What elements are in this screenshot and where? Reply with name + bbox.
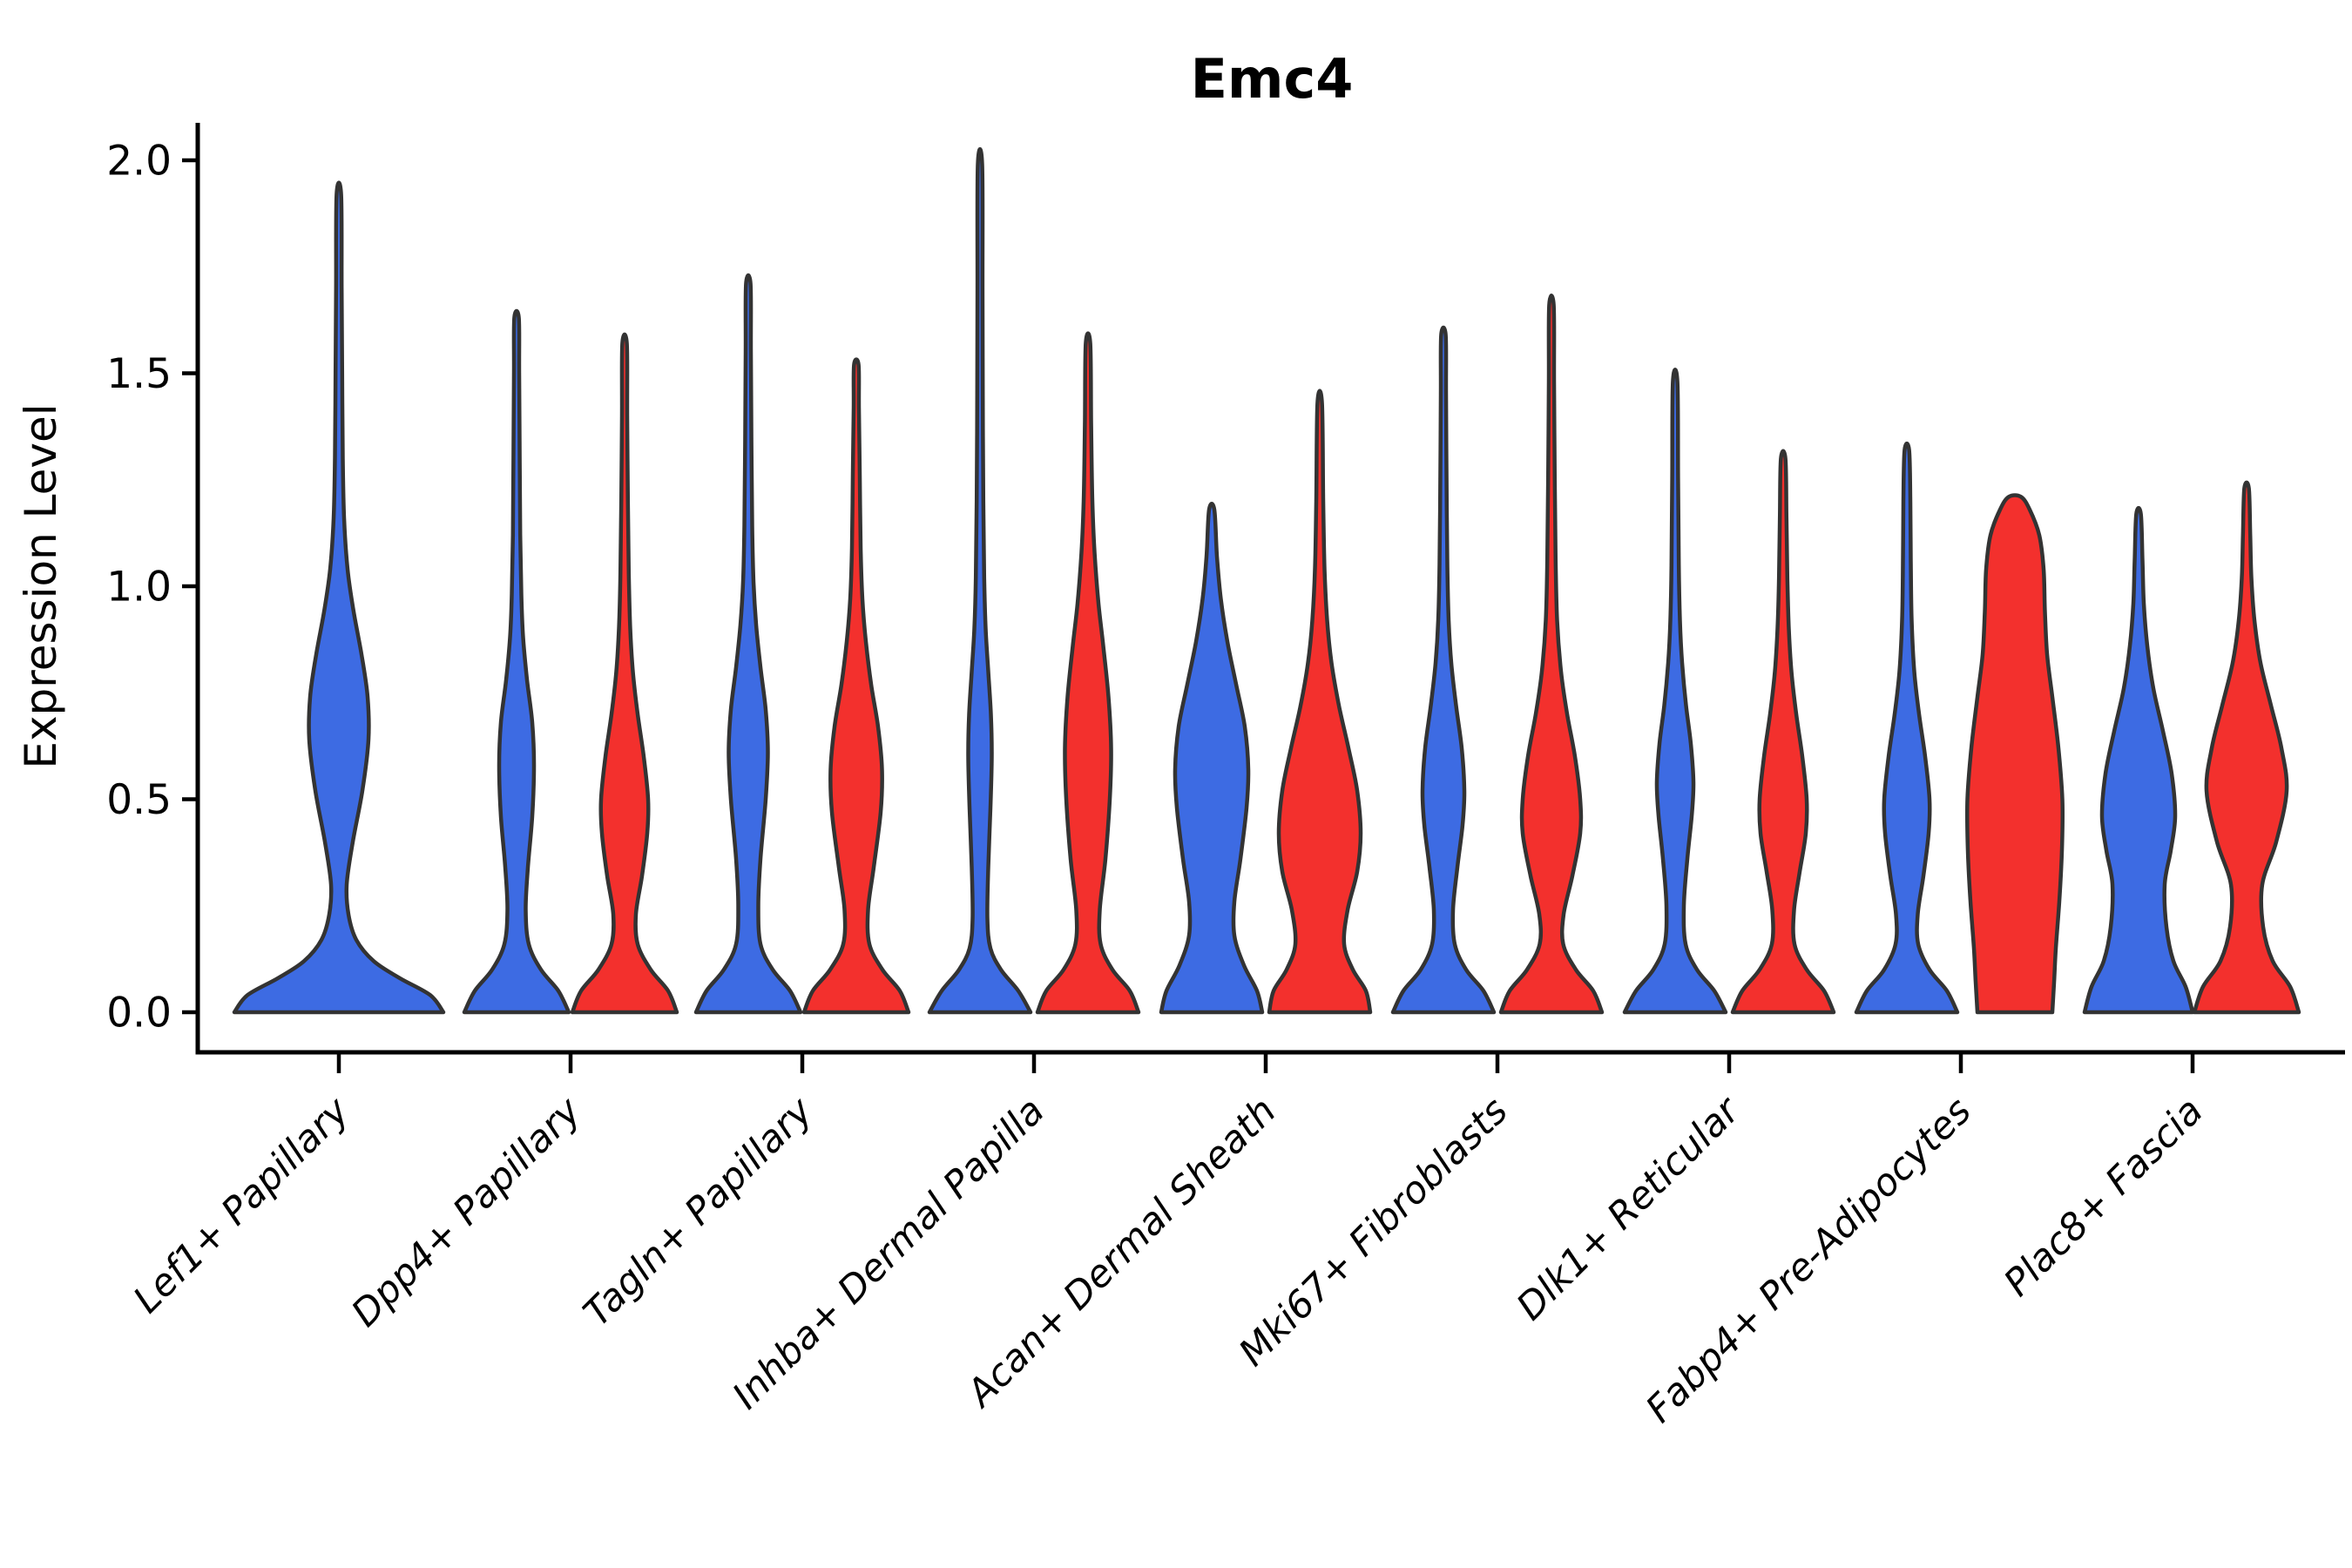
violin-tagln-papillary-blue bbox=[693, 273, 803, 1015]
violin-acan-dermal-sheath-red bbox=[1267, 389, 1373, 1015]
x-tick-label-dlk1-reticular: Dlk1+ Reticular bbox=[1509, 1088, 1750, 1329]
violin-dlk1-reticular-blue bbox=[1622, 367, 1728, 1015]
y-tick-label: 1.0 bbox=[106, 563, 172, 611]
y-tick-label: 0.0 bbox=[106, 989, 172, 1037]
y-tick-label: 2.0 bbox=[106, 137, 172, 185]
x-tick-label-mki67-fibroblasts: Mki67+ Fibroblasts bbox=[1231, 1089, 1517, 1375]
x-tick-label-dpp4-papillary: Dpp4+ Papillary bbox=[343, 1089, 590, 1335]
violin-tagln-papillary-red bbox=[801, 357, 911, 1015]
violin-lef1-papillary-blue bbox=[232, 180, 446, 1015]
x-tick-label-lef1-papillary: Lef1+ Papillary bbox=[125, 1089, 358, 1321]
violin-mki67-fibroblasts-red bbox=[1498, 294, 1605, 1015]
y-tick-label: 0.5 bbox=[106, 776, 172, 824]
x-tick-label-plac8-fascia: Plac8+ Fascia bbox=[1996, 1089, 2212, 1305]
violin-dlk1-reticular-red bbox=[1730, 449, 1836, 1015]
violin-dpp4-papillary-blue bbox=[462, 308, 571, 1015]
violin-plac8-fascia-blue bbox=[2082, 505, 2195, 1015]
y-tick-label: 1.5 bbox=[106, 350, 172, 398]
x-tick-label-tagln-papillary: Tagln+ Papillary bbox=[576, 1089, 822, 1335]
violin-inhba-dermal-papilla-red bbox=[1035, 331, 1141, 1015]
violin-inhba-dermal-papilla-blue bbox=[927, 146, 1033, 1015]
violin-mki67-fibroblasts-blue bbox=[1390, 325, 1497, 1015]
chart-title: Emc4 bbox=[1191, 47, 1354, 111]
violin-fabp4-pre-adipocytes-blue bbox=[1854, 441, 1960, 1015]
violins bbox=[232, 146, 2301, 1015]
y-axis-label: Expression Level bbox=[16, 403, 66, 768]
violin-plac8-fascia-red bbox=[2192, 480, 2301, 1015]
violin-fabp4-pre-adipocytes-red bbox=[1964, 493, 2065, 1015]
violin-dpp4-papillary-red bbox=[570, 332, 679, 1015]
violin-acan-dermal-sheath-blue bbox=[1159, 502, 1265, 1015]
